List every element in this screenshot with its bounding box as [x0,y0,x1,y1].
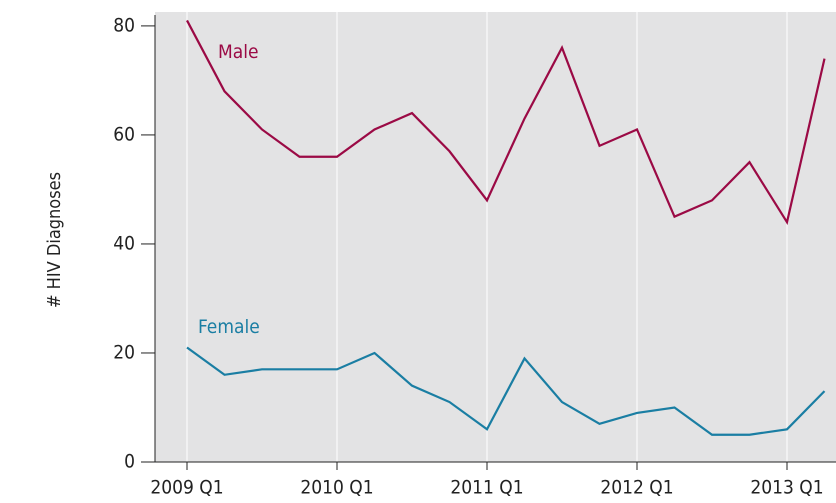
x-tick-label: 2009 Q1 [150,477,223,499]
series-label: Male [218,41,259,63]
line [186,19,826,225]
y-tick-label: 40 [113,232,135,254]
y-tick-label: 20 [113,341,135,363]
plot-background [155,12,836,462]
x-tick-label: 2012 Q1 [600,477,673,499]
x-tick-label: 2010 Q1 [300,477,373,499]
y-tick-label: 60 [113,123,135,145]
x-tick-label: 2013 Q1 [750,477,823,499]
y-tick-label: 0 [124,451,135,473]
y-axis-label: # HIV Diagnoses [44,172,65,308]
line [186,346,826,436]
x-tick-label: 2011 Q1 [450,477,523,499]
y-tick-label: 80 [113,14,135,36]
series-label: Female [198,316,260,338]
